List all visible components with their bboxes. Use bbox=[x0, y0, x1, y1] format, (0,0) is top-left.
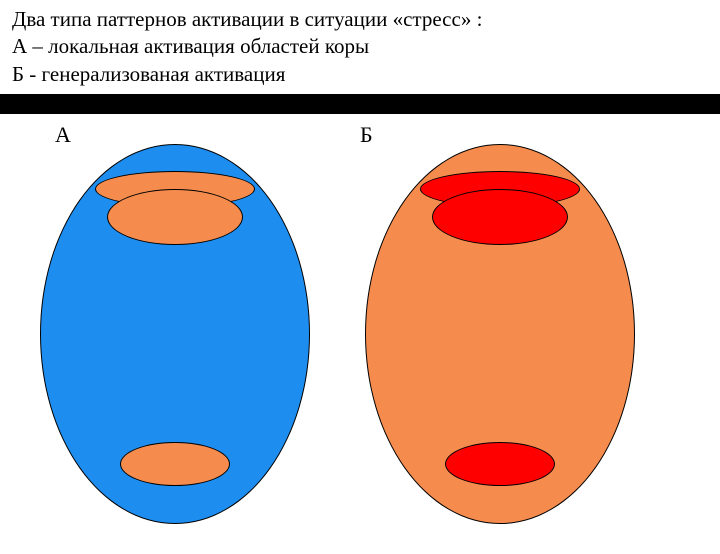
header-line-2: А – локальная активация областей коры bbox=[12, 33, 708, 60]
header-block: Два типа паттернов активации в ситуации … bbox=[0, 0, 720, 94]
header-line-1: Два типа паттернов активации в ситуации … bbox=[12, 6, 708, 33]
panel-a-top-ellipse-2 bbox=[107, 189, 243, 245]
label-panel-a: А bbox=[55, 122, 71, 148]
header-line-3: Б - генерализованая активация bbox=[12, 61, 708, 88]
panel-b-bottom-ellipse bbox=[445, 442, 555, 486]
diagram-area: А Б bbox=[0, 114, 720, 554]
panel-a-bottom-ellipse bbox=[120, 442, 230, 486]
label-panel-b: Б bbox=[360, 122, 373, 148]
panel-b-top-ellipse-2 bbox=[432, 189, 568, 245]
